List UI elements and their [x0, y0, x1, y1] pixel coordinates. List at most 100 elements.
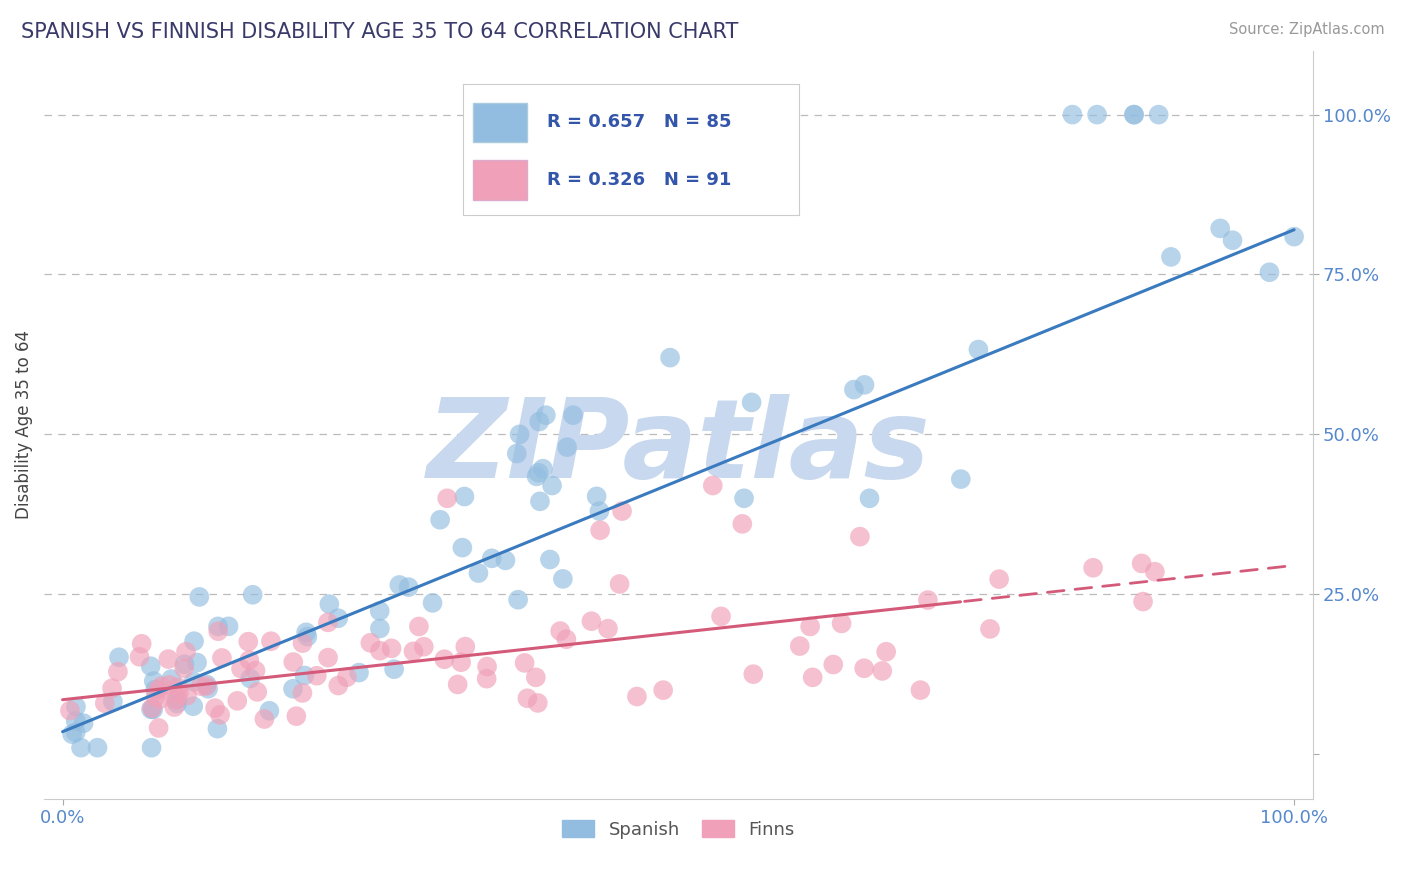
Point	[1282, 229, 1305, 244]
Point	[207, 619, 229, 633]
Point	[917, 593, 939, 607]
Point	[526, 696, 548, 710]
Point	[967, 343, 990, 357]
Point	[176, 689, 198, 703]
Point	[609, 577, 631, 591]
Point	[65, 714, 87, 728]
Point	[285, 709, 308, 723]
Point	[318, 597, 340, 611]
Point	[167, 680, 190, 694]
Point	[229, 662, 252, 676]
Point	[139, 702, 162, 716]
Point	[799, 619, 821, 633]
Point	[146, 683, 169, 698]
Point	[659, 351, 682, 365]
Point	[281, 681, 304, 696]
Y-axis label: Disability Age 35 to 64: Disability Age 35 to 64	[15, 330, 32, 519]
Point	[531, 461, 554, 475]
Point	[70, 740, 93, 755]
Point	[875, 645, 897, 659]
Point	[741, 395, 763, 409]
Point	[402, 644, 425, 658]
Point	[316, 615, 339, 630]
Legend: Spanish, Finns: Spanish, Finns	[554, 813, 801, 846]
Point	[242, 588, 264, 602]
Point	[131, 637, 153, 651]
Point	[853, 377, 876, 392]
Point	[398, 580, 420, 594]
Point	[450, 655, 472, 669]
Point	[534, 408, 557, 422]
Point	[145, 690, 167, 704]
Point	[551, 572, 574, 586]
Point	[581, 614, 603, 628]
Point	[186, 656, 208, 670]
Point	[143, 682, 166, 697]
Point	[979, 622, 1001, 636]
Point	[380, 641, 402, 656]
Point	[436, 491, 458, 506]
Point	[555, 440, 578, 454]
Point	[166, 692, 188, 706]
Point	[60, 727, 83, 741]
Point	[218, 619, 240, 633]
Point	[347, 665, 370, 680]
Point	[789, 639, 811, 653]
Point	[173, 661, 195, 675]
Point	[429, 513, 451, 527]
Point	[59, 704, 82, 718]
Point	[297, 630, 319, 644]
Point	[1081, 561, 1104, 575]
Point	[336, 670, 359, 684]
Point	[610, 504, 633, 518]
Point	[204, 701, 226, 715]
Point	[562, 408, 585, 422]
Point	[823, 657, 845, 672]
Point	[447, 677, 470, 691]
Point	[72, 716, 94, 731]
Point	[173, 657, 195, 672]
Point	[526, 469, 548, 483]
Point	[1147, 108, 1170, 122]
Point	[858, 491, 880, 506]
Point	[239, 672, 262, 686]
Point	[209, 707, 232, 722]
Point	[475, 659, 498, 673]
Point	[195, 677, 218, 691]
Text: SPANISH VS FINNISH DISABILITY AGE 35 TO 64 CORRELATION CHART: SPANISH VS FINNISH DISABILITY AGE 35 TO …	[21, 22, 738, 42]
Point	[226, 694, 249, 708]
Point	[585, 489, 607, 503]
Point	[529, 494, 551, 508]
Point	[368, 622, 391, 636]
Point	[291, 636, 314, 650]
Point	[142, 702, 165, 716]
Point	[359, 636, 381, 650]
Point	[1160, 250, 1182, 264]
Point	[94, 696, 117, 710]
Point	[467, 566, 489, 580]
Point	[849, 530, 872, 544]
Point	[451, 541, 474, 555]
Point	[181, 699, 204, 714]
Point	[870, 664, 893, 678]
Point	[481, 551, 503, 566]
Point	[283, 655, 305, 669]
Point	[453, 490, 475, 504]
Point	[183, 674, 205, 689]
Point	[831, 616, 853, 631]
Point	[733, 491, 755, 506]
Point	[538, 552, 561, 566]
Point	[910, 683, 932, 698]
Point	[368, 604, 391, 618]
Point	[433, 652, 456, 666]
Point	[513, 656, 536, 670]
Point	[245, 664, 267, 678]
Point	[211, 651, 233, 665]
Point	[988, 572, 1011, 586]
Point	[529, 415, 551, 429]
Point	[1123, 108, 1146, 122]
Point	[101, 694, 124, 708]
Point	[188, 590, 211, 604]
Point	[107, 665, 129, 679]
Point	[157, 652, 180, 666]
